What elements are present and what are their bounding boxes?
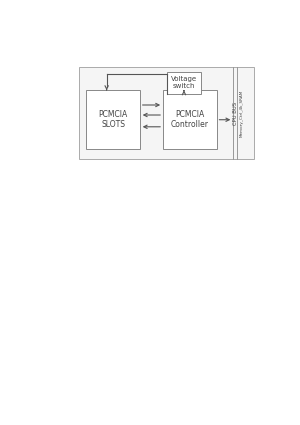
Text: CPU BUS: CPU BUS [232,102,238,125]
Text: Memory_Ctrl_4k_SRAM: Memory_Ctrl_4k_SRAM [239,90,243,137]
Bar [167,72,201,94]
Text: PCMCIA
Controller: PCMCIA Controller [171,110,209,130]
Text: Voltage
switch: Voltage switch [171,76,197,89]
Bar [163,90,217,149]
Bar [86,90,140,149]
Bar [79,68,254,159]
Text: PCMCIA
SLOTS: PCMCIA SLOTS [98,110,128,130]
